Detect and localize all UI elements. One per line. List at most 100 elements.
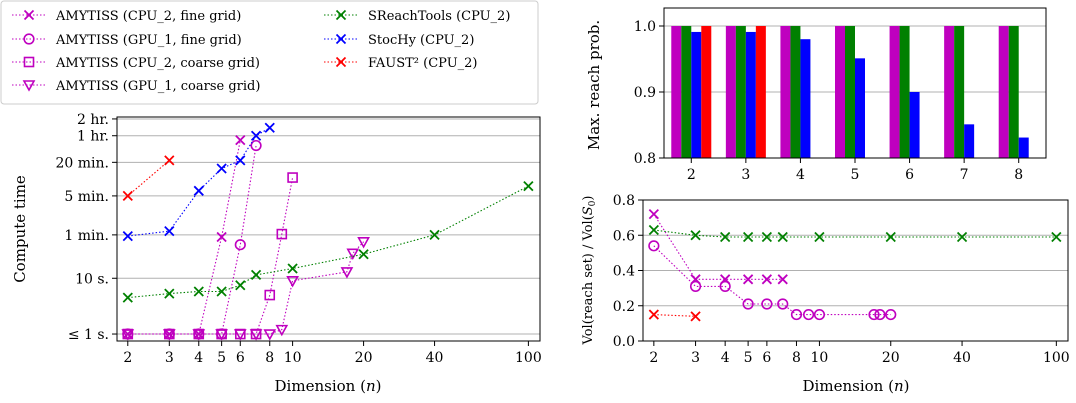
compute-time-legend: AMYTISS (CPU_2, fine grid) AMYTISS (GPU_1… [0,0,539,105]
compute-time-plot-area [117,117,540,341]
legend-entry-0-marker-b [23,9,35,21]
ct-series-2-point-8 [287,172,298,183]
volume-y-ticks: 0.0 0.2 0.4 0.6 0.8 [613,193,643,350]
vp-series-3-point-0-b [648,309,659,320]
legend-entry-3: AMYTISS (GPU_1, coarse grid) [12,79,260,94]
ct-series-5 [122,122,275,242]
ct-series-4-point-5-b [250,269,262,281]
legend-entry-6-marker [335,56,347,68]
vp-series-2-point-4-b [761,231,773,243]
vp-series-0-point-4-b [761,274,773,285]
ct-series-4-point-8-b [429,229,440,241]
bp-xtick-label-4: 6 [905,167,914,183]
ct-ytick-label-1: 10 s. [75,271,109,287]
ct-series-5-point-6 [264,122,275,133]
bp-bar-0-3 [701,26,712,158]
vp-xtick-label-0: 2 [649,350,658,366]
legend-entry-4-marker-b [335,9,347,21]
ct-series-0-point-3 [216,231,227,243]
bp-xtick-label-6: 8 [1014,167,1023,183]
ct-series-4-point-9 [523,180,534,192]
vp-xtick-label-7: 20 [882,350,900,366]
ct-series-5-point-4-b [235,155,246,166]
ct-series-5-point-1 [164,226,175,237]
bp-bar-1-0 [725,26,736,158]
ct-series-5-point-0-b [122,230,133,242]
bp-bar-3-1 [845,26,855,158]
reach-prob-panel: 2 3 4 5 6 7 8 0.8 0.9 1.0 Max. reach prob. [585,7,1047,183]
ct-series-4-point-0 [122,292,133,303]
legend-entry-1: AMYTISS (GPU_1, fine grid) [12,33,242,48]
legend-entry-5: StocHy (CPU_2) [324,33,474,48]
compute-time-x-axis-label: Dimension (n) [275,377,382,395]
bp-xtick-label-3: 5 [851,167,860,183]
ct-series-4-point-9-b [523,180,534,192]
vp-series-2-point-3 [742,231,754,243]
legend-entry-1-marker [23,33,35,45]
legend-entry-3-label: AMYTISS (GPU_1, coarse grid) [55,79,260,94]
ct-series-2-point-6 [264,289,276,301]
bp-bar-4-1 [899,26,910,158]
ct-series-1-point-5 [250,139,262,152]
ct-series-2-point-7 [276,228,288,240]
ct-series-3-point-1 [162,329,176,341]
bp-xtick-label-1: 3 [741,167,750,183]
reach-prob-x-ticks: 2 3 4 5 6 7 8 [687,158,1023,183]
vp-series-2-point-5-b [777,231,788,243]
vp-series-2-point-6 [814,231,825,243]
vp-series-2-point-0-b [648,224,659,236]
ct-series-2 [122,172,298,340]
bp-bar-5-0 [944,26,955,158]
bp-bar-6-2 [1018,137,1029,158]
bp-xtick-label-5: 7 [960,167,969,183]
ct-series-4-line [127,185,529,299]
vp-series-3-point-1-b [690,311,701,322]
bp-bar-0-1 [681,26,692,158]
volume-panel: 2 3 4 5 6 8 10 20 40 100 0.0 0.2 0.4 0.6 0.8 Dimensio… [581,193,1070,395]
volume-x-ticks: 2 3 4 5 6 8 10 20 40 100 [649,341,1070,366]
vp-xtick-label-4: 6 [762,350,771,366]
vp-ytick-label-2: 0.4 [613,264,635,280]
compute-time-series [121,122,534,341]
vp-series-2-point-4 [761,231,773,243]
ct-series-1-point-4 [234,239,246,251]
vp-series-2-point-0 [648,224,659,236]
ct-series-5-point-2-b [193,185,204,196]
vp-series-3-line [653,314,696,317]
bp-bar-3-0 [835,26,845,158]
ct-xtick-label-9: 100 [515,350,542,366]
ct-series-3-point-2 [192,329,206,341]
bp-bar-2-0 [780,26,791,158]
vp-series-1-point-9 [868,308,880,321]
ct-series-4-point-0-b [122,292,133,303]
ct-series-6 [122,155,175,202]
vp-xtick-label-2: 4 [721,350,730,366]
ct-series-3-point-8 [286,276,299,288]
ct-series-4-point-1 [164,288,175,299]
vp-series-2-point-1 [690,230,701,241]
ct-series-5-line [127,127,271,237]
ct-xtick-label-6: 10 [284,350,302,366]
ct-series-4-point-6-b [287,263,298,274]
volume-y-axis-subscript: 0 [588,200,598,206]
compute-time-x-ticks: 2 3 4 5 6 8 10 20 40 100 [123,341,542,366]
vp-series-2-point-2 [720,231,731,243]
ct-series-3-point-9 [340,267,354,279]
ct-series-1-line [127,145,257,335]
legend-entry-4-label: SReachTools (CPU_2) [368,9,510,24]
legend-entry-6-marker-b [335,56,347,68]
compute-time-gridlines [117,118,540,335]
volume-x-axis-symbol: n [894,377,904,395]
vp-series-2-point-1-b [690,230,701,241]
legend-entry-0-marker [23,9,35,21]
compute-time-y-axis-label: Compute time [11,175,29,283]
bp-bar-1-3 [755,26,766,158]
legend-entry-5-marker-b [335,33,347,45]
ct-series-3-point-11 [357,237,370,249]
vp-series-1-point-7 [802,308,815,321]
ct-series-5-point-4 [235,155,246,166]
ct-series-6-line [127,159,170,197]
reach-prob-y-axis-label: Max. reach prob. [585,20,603,150]
vp-series-3-point-1 [690,311,701,322]
bp-ytick-label-2: 1.0 [634,19,656,35]
